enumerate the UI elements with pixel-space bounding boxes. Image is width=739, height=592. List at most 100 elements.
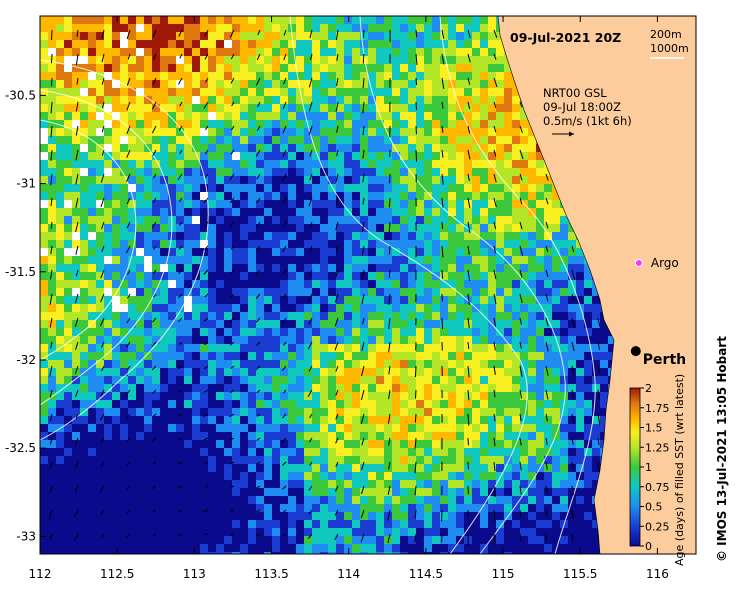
current-arrow — [50, 53, 53, 64]
sst-cell — [88, 232, 97, 241]
sst-cell — [288, 96, 297, 105]
sst-cell — [48, 112, 57, 121]
sst-cell — [48, 320, 57, 329]
sst-cell — [376, 392, 385, 401]
sst-cell — [456, 352, 465, 361]
sst-cell — [376, 192, 385, 201]
sst-cell — [456, 496, 465, 505]
sst-cell — [600, 384, 609, 393]
sst-cell — [312, 312, 321, 321]
sst-cell — [416, 160, 425, 169]
sst-cell — [352, 392, 361, 401]
sst-cell — [192, 448, 201, 457]
sst-cell — [392, 544, 401, 553]
sst-cell — [120, 536, 129, 545]
sst-cell — [584, 328, 593, 337]
sst-cell — [504, 256, 513, 265]
sst-cell — [56, 128, 65, 137]
sst-cell — [216, 152, 225, 161]
sst-cell — [568, 464, 577, 473]
sst-cell — [560, 424, 569, 433]
sst-cell — [160, 304, 169, 313]
sst-cell — [528, 160, 537, 169]
sst-cell — [464, 216, 473, 225]
sst-cell — [384, 528, 393, 537]
sst-cell — [232, 216, 241, 225]
sst-cell — [320, 64, 329, 73]
sst-cell — [400, 232, 409, 241]
sst-cell — [408, 96, 417, 105]
sst-cell — [360, 272, 369, 281]
sst-cell — [184, 96, 193, 105]
sst-cell — [384, 296, 393, 305]
sst-cell — [144, 56, 153, 65]
sst-cell — [424, 56, 433, 65]
sst-cell — [192, 256, 201, 265]
sst-cell — [256, 240, 265, 249]
sst-cell — [472, 200, 481, 209]
sst-cell — [280, 88, 289, 97]
sst-cell — [552, 392, 561, 401]
sst-cell — [48, 296, 57, 305]
sst-cell — [288, 320, 297, 329]
sst-cell — [400, 96, 409, 105]
sst-cell — [512, 224, 521, 233]
sst-cell — [376, 168, 385, 177]
sst-cell — [176, 480, 185, 489]
sst-cell — [328, 144, 337, 153]
sst-cell — [560, 432, 569, 441]
sst-cell — [264, 280, 273, 289]
sst-cell — [384, 408, 393, 417]
sst-cell — [272, 328, 281, 337]
sst-cell — [240, 312, 249, 321]
sst-cell — [256, 184, 265, 193]
sst-cell — [208, 40, 217, 49]
sst-cell — [488, 400, 497, 409]
sst-cell — [448, 264, 457, 273]
sst-cell — [424, 288, 433, 297]
sst-cell — [368, 464, 377, 473]
sst-cell — [200, 336, 209, 345]
sst-cell — [200, 440, 209, 449]
sst-cell — [496, 288, 505, 297]
sst-cell — [144, 400, 153, 409]
sst-cell — [368, 136, 377, 145]
sst-cell — [80, 240, 89, 249]
sst-cell — [592, 384, 601, 393]
sst-cell — [192, 24, 201, 33]
sst-cell — [600, 344, 609, 353]
sst-cell — [72, 96, 81, 105]
sst-cell — [432, 200, 441, 209]
sst-cell — [360, 232, 369, 241]
sst-cell — [104, 96, 113, 105]
sst-cell — [40, 128, 49, 137]
sst-cell — [432, 296, 441, 305]
sst-cell — [264, 224, 273, 233]
sst-cell — [480, 168, 489, 177]
sst-cell — [296, 424, 305, 433]
sst-cell — [56, 152, 65, 161]
sst-cell — [56, 432, 65, 441]
sst-cell — [456, 432, 465, 441]
sst-cell — [536, 160, 545, 169]
sst-cell — [152, 520, 161, 529]
sst-cell — [440, 432, 449, 441]
sst-cell — [160, 88, 169, 97]
sst-cell — [104, 376, 113, 385]
sst-cell — [552, 464, 561, 473]
sst-cell — [200, 416, 209, 425]
sst-cell — [232, 248, 241, 257]
sst-cell — [152, 136, 161, 145]
sst-cell — [352, 48, 361, 57]
sst-cell — [496, 264, 505, 273]
sst-cell — [272, 112, 281, 121]
sst-cell — [288, 240, 297, 249]
sst-cell — [152, 192, 161, 201]
sst-cell — [504, 536, 513, 545]
sst-cell — [64, 280, 73, 289]
sst-cell — [440, 64, 449, 73]
sst-cell — [352, 168, 361, 177]
sst-cell — [280, 480, 289, 489]
sst-cell — [48, 424, 57, 433]
sst-cell — [312, 544, 321, 553]
